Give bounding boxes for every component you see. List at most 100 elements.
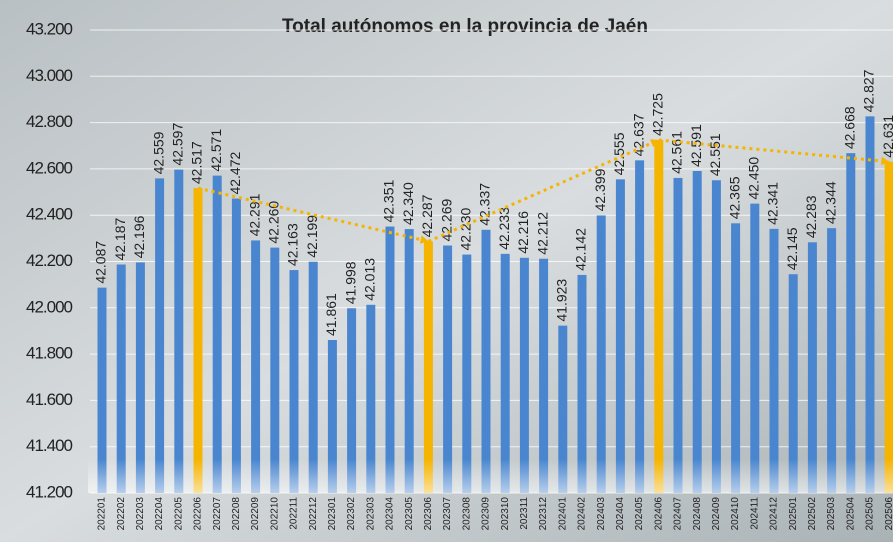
bar [135, 262, 145, 493]
value-label: 41.998 [342, 261, 358, 304]
x-tick-label: 202504 [845, 497, 856, 531]
bar [846, 153, 856, 493]
x-tick-label: 202307 [442, 497, 453, 531]
x-tick-label: 202412 [769, 497, 780, 531]
bar [827, 228, 837, 493]
x-tick-label: 202402 [577, 497, 588, 531]
value-label: 42.187 [112, 217, 128, 260]
bar [251, 240, 261, 493]
y-tick-label: 41.400 [26, 436, 73, 455]
value-label: 42.260 [266, 201, 282, 244]
x-tick-label: 202503 [826, 497, 837, 531]
value-label: 42.591 [688, 124, 704, 167]
value-label: 42.561 [669, 131, 685, 174]
x-tick-label: 202308 [461, 497, 472, 531]
value-label: 42.668 [842, 106, 858, 149]
value-label: 42.351 [381, 180, 397, 223]
bar [500, 253, 510, 493]
x-tick-label: 202310 [500, 497, 511, 531]
y-tick-label: 43.200 [26, 19, 73, 38]
bar [231, 198, 241, 494]
value-label: 42.551 [707, 133, 723, 176]
y-tick-label: 42.600 [26, 158, 73, 177]
x-tick-label: 202211 [289, 497, 300, 530]
x-tick-label: 202207 [212, 497, 223, 531]
bar [155, 178, 165, 494]
value-label: 42.291 [246, 193, 262, 236]
bar [884, 161, 893, 493]
bar [519, 257, 529, 493]
y-tick-label: 41.600 [26, 390, 73, 409]
bar [539, 258, 549, 493]
bar [116, 264, 126, 493]
value-label: 42.725 [650, 93, 666, 136]
bar [212, 175, 222, 493]
value-label: 42.344 [822, 181, 838, 224]
arrow-head [649, 139, 659, 148]
x-tick-label: 202401 [557, 497, 568, 531]
value-label: 42.571 [208, 129, 224, 172]
x-tick-label: 202312 [538, 497, 549, 531]
x-tick-label: 202408 [692, 497, 703, 531]
bar [807, 242, 817, 493]
value-label: 42.283 [803, 195, 819, 238]
arrow-head [880, 156, 890, 166]
x-tick-label: 202407 [673, 497, 684, 531]
x-tick-label: 202204 [154, 497, 165, 531]
x-tick-label: 202301 [327, 497, 338, 531]
value-label: 42.827 [861, 69, 877, 112]
value-label: 42.163 [285, 223, 301, 266]
value-label: 42.472 [227, 151, 243, 194]
bar [404, 229, 414, 493]
value-label: 42.637 [630, 113, 646, 156]
x-tick-label: 202202 [116, 497, 127, 531]
y-tick-label: 42.400 [26, 205, 73, 224]
bar [423, 241, 433, 493]
bar [596, 215, 606, 493]
bar [865, 116, 875, 494]
bar [692, 170, 702, 493]
x-tick-label: 202205 [173, 497, 184, 531]
x-tick-label: 202309 [481, 497, 492, 531]
bar [385, 226, 395, 493]
x-tick-label: 202203 [135, 497, 146, 531]
value-label: 42.337 [477, 183, 493, 226]
bar [615, 179, 625, 493]
y-tick-label: 42.800 [26, 112, 73, 131]
bar-fade [88, 380, 893, 493]
x-tick-label: 202302 [346, 497, 357, 531]
value-label: 42.212 [534, 212, 550, 255]
value-label: 42.365 [726, 176, 742, 219]
value-label: 42.450 [746, 157, 762, 200]
value-label: 42.142 [573, 228, 589, 271]
x-tick-label: 202505 [865, 497, 876, 531]
value-label: 42.559 [150, 131, 166, 174]
value-label: 42.555 [611, 132, 627, 175]
value-label: 42.230 [458, 208, 474, 251]
value-label: 42.233 [496, 207, 512, 250]
bar [711, 180, 721, 493]
value-label: 42.597 [170, 123, 186, 166]
value-label: 42.517 [189, 141, 205, 184]
x-tick-label: 202506 [884, 497, 893, 531]
bar [635, 160, 645, 493]
bar [481, 229, 491, 494]
bar [193, 188, 203, 493]
y-tick-label: 41.200 [26, 482, 73, 501]
value-label: 42.287 [419, 194, 435, 237]
x-tick-label: 202201 [97, 497, 108, 531]
x-tick-label: 202409 [711, 497, 722, 531]
value-label: 42.013 [362, 258, 378, 301]
chart-title: Total autónomos en la provincia de Jaén [282, 16, 648, 37]
value-label: 41.861 [323, 293, 339, 336]
x-tick-label: 202306 [423, 497, 434, 531]
x-tick-label: 202210 [269, 497, 280, 531]
value-label: 42.145 [784, 227, 800, 270]
bar [443, 245, 453, 493]
value-label: 42.087 [93, 241, 109, 284]
bar [270, 247, 280, 493]
arrow-head [419, 235, 429, 244]
x-tick-label: 202403 [596, 497, 607, 531]
value-label: 41.923 [554, 279, 570, 322]
